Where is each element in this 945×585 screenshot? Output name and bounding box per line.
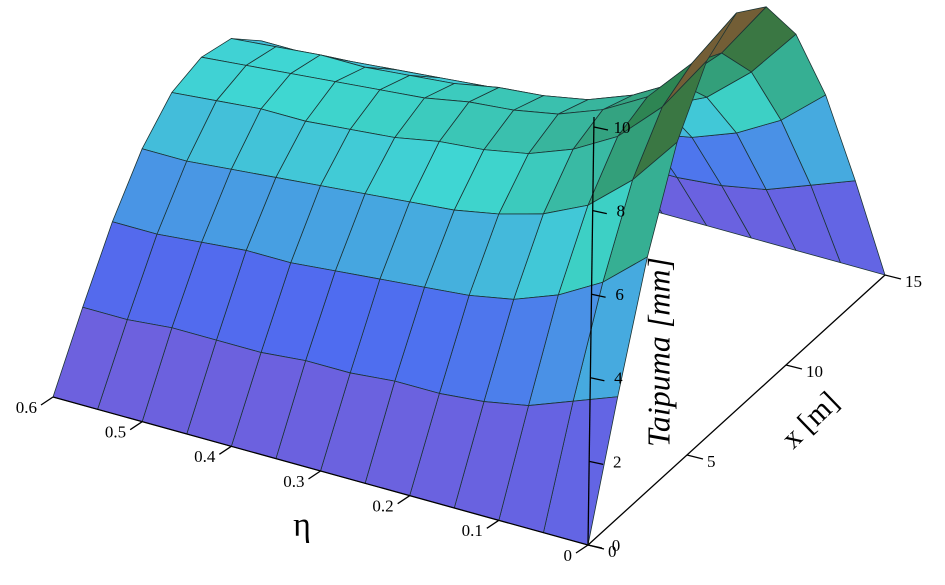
- eta-axis-title: η: [293, 507, 311, 544]
- eta-tick-label: 0.3: [283, 472, 304, 491]
- z-tick-label: 0: [612, 536, 621, 555]
- x-axis-title: x [m]: [775, 385, 845, 454]
- x-tick-label: 5: [707, 452, 716, 471]
- eta-tick: [40, 396, 54, 406]
- eta-tick-label: 0.5: [105, 423, 126, 442]
- x-tick-label: 0: [608, 542, 617, 561]
- z-tick-label: 10: [614, 118, 631, 137]
- z-tick: [587, 544, 603, 549]
- z-axis-title: Taipuma [mm]: [640, 257, 676, 447]
- z-tick-label: 4: [614, 369, 623, 388]
- eta-tick: [218, 445, 232, 455]
- x-tick-label: 15: [905, 272, 922, 291]
- x-tick-label: 10: [806, 362, 823, 381]
- x-tick: [884, 274, 902, 280]
- z-tick: [592, 209, 607, 215]
- z-tick: [593, 126, 609, 131]
- x-axis-line: [587, 274, 886, 546]
- surface: [52, 6, 886, 546]
- eta-tick: [397, 495, 411, 505]
- eta-tick: [575, 544, 589, 554]
- eta-tick-label: 0.1: [462, 521, 483, 540]
- eta-tick: [129, 421, 143, 431]
- x-tick: [785, 364, 803, 370]
- eta-tick: [486, 519, 500, 529]
- eta-tick: [308, 470, 321, 480]
- z-tick: [589, 460, 604, 466]
- z-tick: [590, 377, 605, 382]
- z-tick-label: 6: [615, 285, 624, 304]
- z-tick: [591, 293, 606, 298]
- z-axis-line: [587, 116, 595, 546]
- axes: 0 0.1 0.2 0.3 0.4 0.5 0.6 0 5 10 15 0 2 4 6 8 10: [16, 116, 922, 565]
- eta-tick-label: 0.6: [16, 398, 37, 417]
- eta-tick-label: 0.4: [194, 447, 216, 466]
- eta-tick-label: 0.2: [372, 497, 393, 516]
- x-tick: [686, 454, 704, 460]
- eta-tick-label: 0: [564, 546, 573, 565]
- z-tick-label: 8: [617, 202, 626, 221]
- z-tick-label: 2: [613, 452, 622, 471]
